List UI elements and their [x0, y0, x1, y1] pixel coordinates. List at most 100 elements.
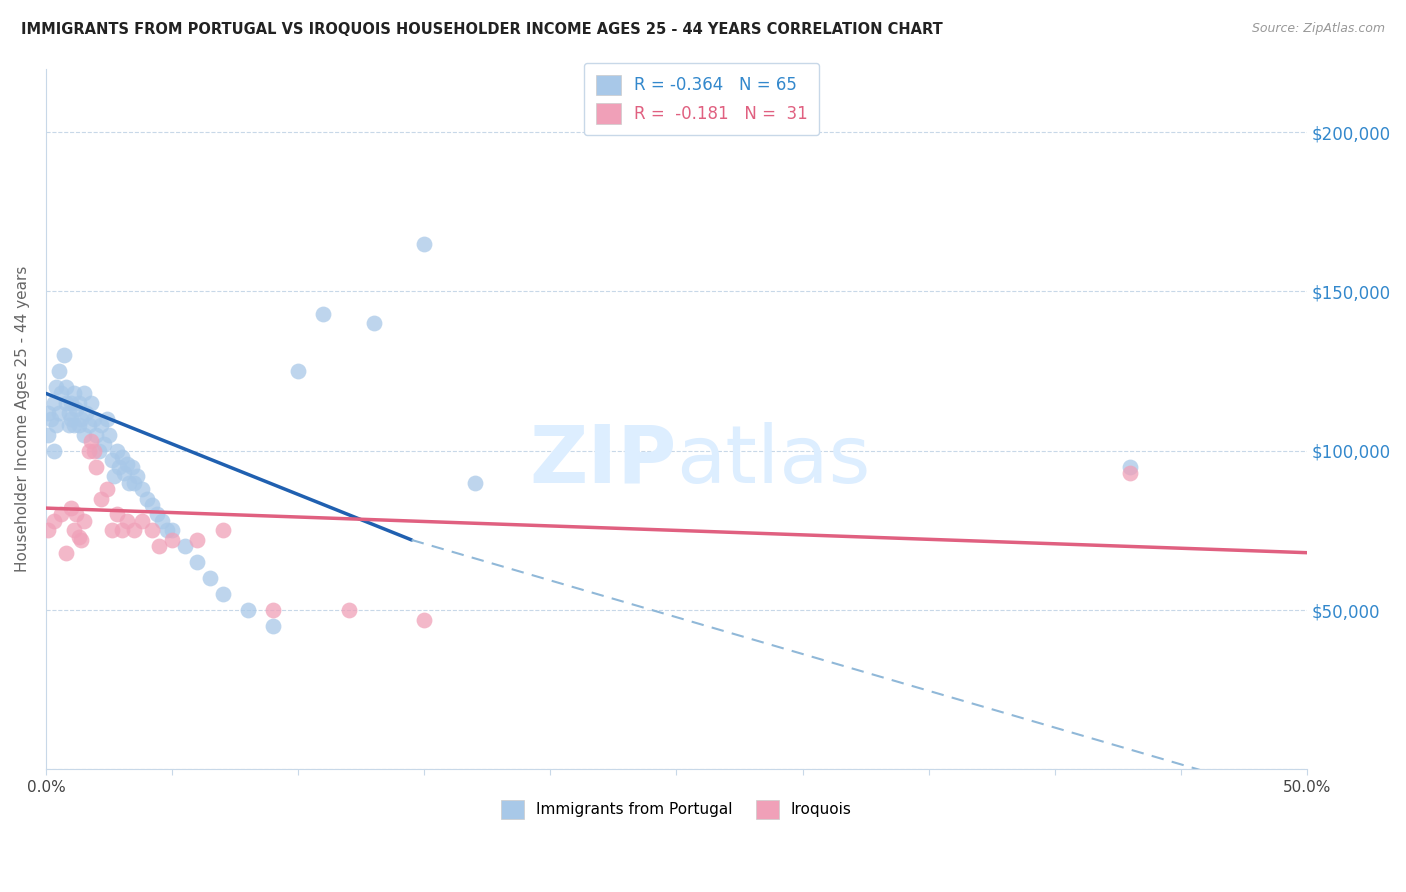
- Point: [413, 613, 436, 627]
- Text: atlas: atlas: [676, 422, 870, 500]
- Point: [55, 546, 77, 560]
- Point: [103, 469, 125, 483]
- Point: [67, 530, 90, 544]
- Point: [42, 443, 65, 458]
- Point: [65, 402, 87, 417]
- Point: [1119, 459, 1142, 474]
- Point: [160, 533, 183, 547]
- Point: [75, 405, 97, 419]
- Point: [131, 482, 153, 496]
- Point: [49, 508, 72, 522]
- Point: [58, 405, 80, 419]
- Point: [86, 427, 108, 442]
- Point: [131, 514, 153, 528]
- Point: [67, 396, 90, 410]
- Point: [48, 364, 70, 378]
- Point: [125, 469, 148, 483]
- Point: [100, 524, 122, 538]
- Point: [115, 457, 138, 471]
- Point: [105, 443, 128, 458]
- Point: [62, 418, 84, 433]
- Point: [122, 475, 145, 490]
- Point: [49, 386, 72, 401]
- Point: [62, 524, 84, 538]
- Point: [39, 412, 62, 426]
- Point: [141, 498, 163, 512]
- Point: [86, 459, 108, 474]
- Point: [150, 514, 173, 528]
- Point: [148, 539, 170, 553]
- Point: [262, 619, 284, 633]
- Point: [173, 539, 195, 553]
- Point: [146, 508, 169, 522]
- Point: [37, 524, 59, 538]
- Point: [312, 307, 335, 321]
- Point: [42, 396, 65, 410]
- Point: [73, 514, 96, 528]
- Point: [115, 514, 138, 528]
- Point: [80, 434, 103, 449]
- Point: [118, 475, 141, 490]
- Point: [55, 396, 77, 410]
- Point: [60, 396, 83, 410]
- Point: [77, 443, 100, 458]
- Text: Source: ZipAtlas.com: Source: ZipAtlas.com: [1251, 22, 1385, 36]
- Point: [141, 524, 163, 538]
- Point: [55, 380, 77, 394]
- Point: [90, 418, 112, 433]
- Point: [262, 603, 284, 617]
- Point: [363, 317, 385, 331]
- Point: [111, 524, 134, 538]
- Point: [90, 491, 112, 506]
- Point: [60, 501, 83, 516]
- Point: [122, 524, 145, 538]
- Point: [70, 533, 93, 547]
- Text: ZIP: ZIP: [529, 422, 676, 500]
- Point: [287, 364, 309, 378]
- Point: [211, 587, 233, 601]
- Point: [105, 508, 128, 522]
- Point: [108, 459, 131, 474]
- Point: [198, 571, 221, 585]
- Point: [67, 418, 90, 433]
- Point: [156, 524, 179, 538]
- Point: [112, 466, 135, 480]
- Text: IMMIGRANTS FROM PORTUGAL VS IROQUOIS HOUSEHOLDER INCOME AGES 25 - 44 YEARS CORRE: IMMIGRANTS FROM PORTUGAL VS IROQUOIS HOU…: [21, 22, 943, 37]
- Point: [73, 427, 96, 442]
- Point: [211, 524, 233, 538]
- Point: [87, 443, 110, 458]
- Point: [160, 524, 183, 538]
- Point: [337, 603, 360, 617]
- Point: [45, 418, 67, 433]
- Point: [413, 236, 436, 251]
- Point: [135, 491, 157, 506]
- Point: [121, 459, 143, 474]
- Point: [37, 427, 59, 442]
- Point: [65, 508, 87, 522]
- Point: [98, 427, 121, 442]
- Point: [80, 396, 103, 410]
- Point: [60, 412, 83, 426]
- Point: [70, 412, 93, 426]
- Point: [93, 437, 115, 451]
- Point: [100, 453, 122, 467]
- Point: [83, 412, 105, 426]
- Point: [111, 450, 134, 464]
- Point: [96, 482, 118, 496]
- Point: [48, 405, 70, 419]
- Point: [62, 386, 84, 401]
- Point: [45, 380, 67, 394]
- Point: [58, 418, 80, 433]
- Point: [1119, 466, 1142, 480]
- Point: [42, 514, 65, 528]
- Y-axis label: Householder Income Ages 25 - 44 years: Householder Income Ages 25 - 44 years: [15, 266, 30, 572]
- Point: [73, 386, 96, 401]
- Point: [37, 405, 59, 419]
- Point: [52, 348, 75, 362]
- Point: [464, 475, 486, 490]
- Point: [96, 412, 118, 426]
- Point: [186, 555, 208, 569]
- Point: [83, 443, 105, 458]
- Point: [186, 533, 208, 547]
- Point: [236, 603, 259, 617]
